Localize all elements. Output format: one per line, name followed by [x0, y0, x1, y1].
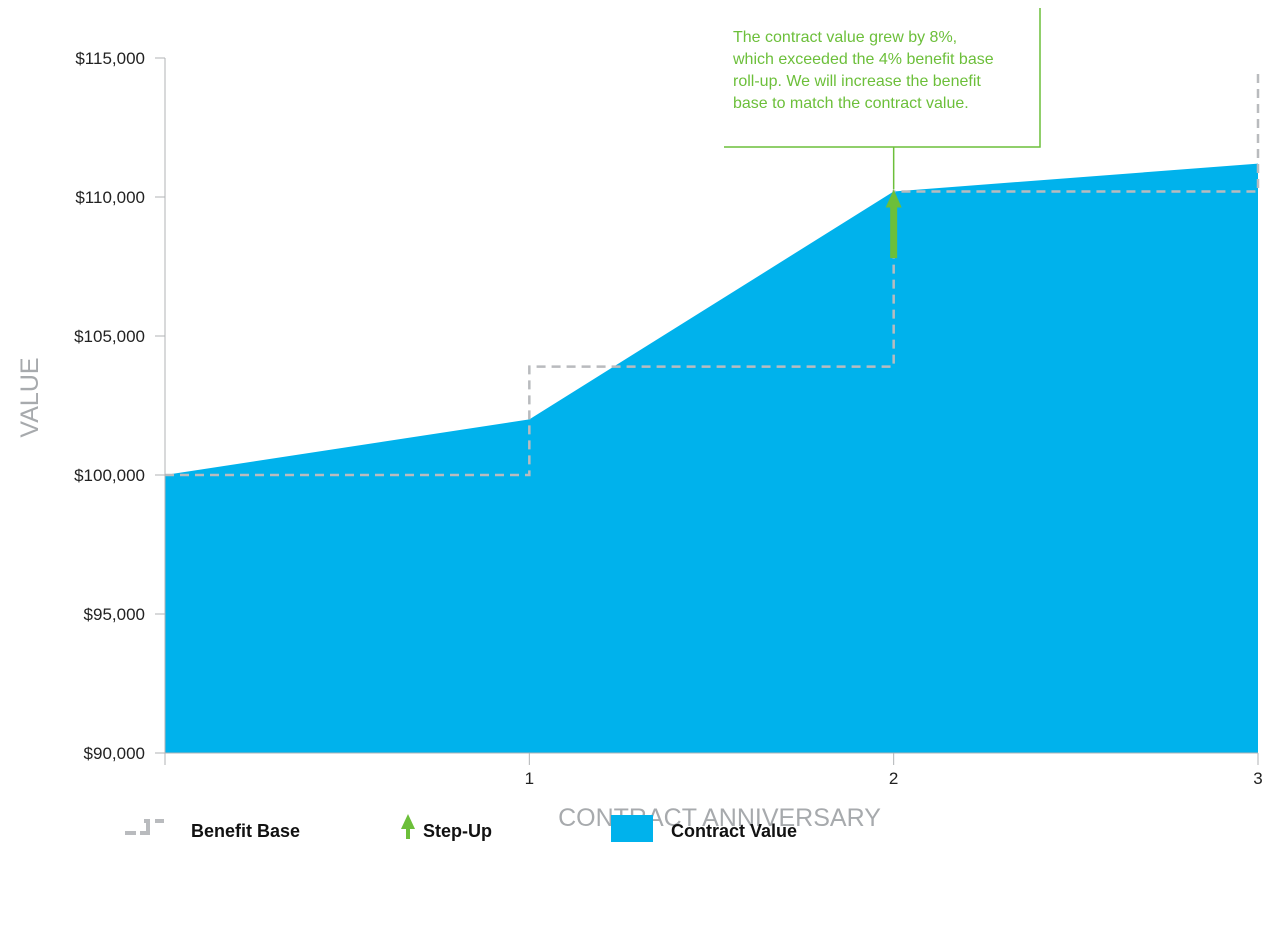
- contract-value-area: [165, 163, 1258, 753]
- y-axis-title: VALUE: [16, 357, 44, 437]
- y-tick-label: $105,000: [74, 327, 145, 346]
- benefit-base-line: [165, 71, 1260, 477]
- legend-label: Contract Value: [671, 821, 797, 841]
- legend-arrow-head: [401, 814, 415, 829]
- x-tick-label: 3: [1253, 769, 1262, 788]
- y-tick-label: $95,000: [84, 605, 145, 624]
- x-tick-label: 2: [889, 769, 898, 788]
- y-tick-label: $100,000: [74, 466, 145, 485]
- step-up-arrow-head: [885, 189, 902, 208]
- annotation-bracket: [724, 8, 1041, 148]
- blue-square-icon: [611, 815, 653, 842]
- annotation-text-line: The contract value grew by 8%,: [733, 29, 957, 46]
- x-tick-label: 1: [525, 769, 534, 788]
- y-tick-label: $110,000: [75, 188, 145, 207]
- legend-arrow-shaft: [406, 828, 410, 839]
- annotation-text-line: base to match the contract value.: [733, 95, 969, 112]
- annotation-text-line: which exceeded the 4% benefit base: [732, 51, 994, 68]
- y-tick-label: $115,000: [75, 49, 145, 68]
- y-tick-label: $90,000: [84, 744, 145, 763]
- legend-label: Benefit Base: [191, 821, 300, 841]
- legend-dashed-step-shape: [125, 819, 164, 835]
- legend-label: Step-Up: [423, 821, 492, 841]
- annotation-text-line: roll-up. We will increase the benefit: [733, 73, 981, 90]
- dashed-step-icon: [125, 819, 164, 835]
- up-arrow-icon: [401, 814, 415, 839]
